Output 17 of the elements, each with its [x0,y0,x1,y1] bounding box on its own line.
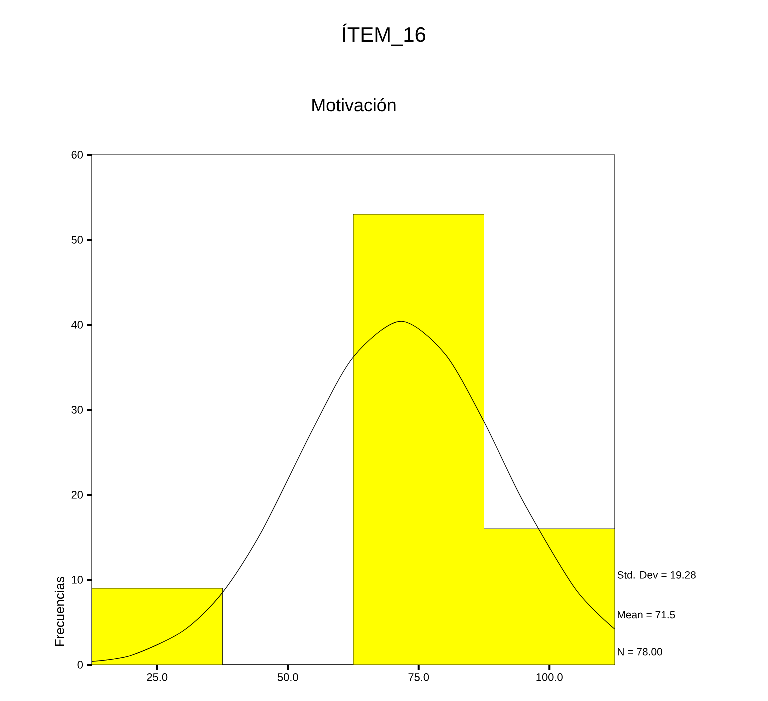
y-tick-label: 0 [78,661,84,669]
y-tick-label: 20 [72,491,84,499]
y-tick-label: 50 [72,236,84,244]
y-tick-label: 30 [72,406,84,414]
x-tick-label: 50.0 [278,674,298,682]
chart-title: ÍTEM_16 [343,24,426,46]
text: Std. Dev = 19.28 [618,571,696,579]
chart-subtitle: Motivación [312,98,396,112]
y-tick-label: 10 [72,576,84,584]
y-tick-label: 60 [72,151,84,159]
x-tick-label: 100.0 [536,674,563,682]
text: Mean = 71.5 [618,611,676,619]
x-tick-label: 75.0 [408,674,430,682]
y-axis-title: Frecuencias [54,577,64,646]
y-tick-label: 40 [72,321,84,329]
text: N = 78.00 [618,648,662,656]
x-tick-label: 25.0 [147,674,168,682]
